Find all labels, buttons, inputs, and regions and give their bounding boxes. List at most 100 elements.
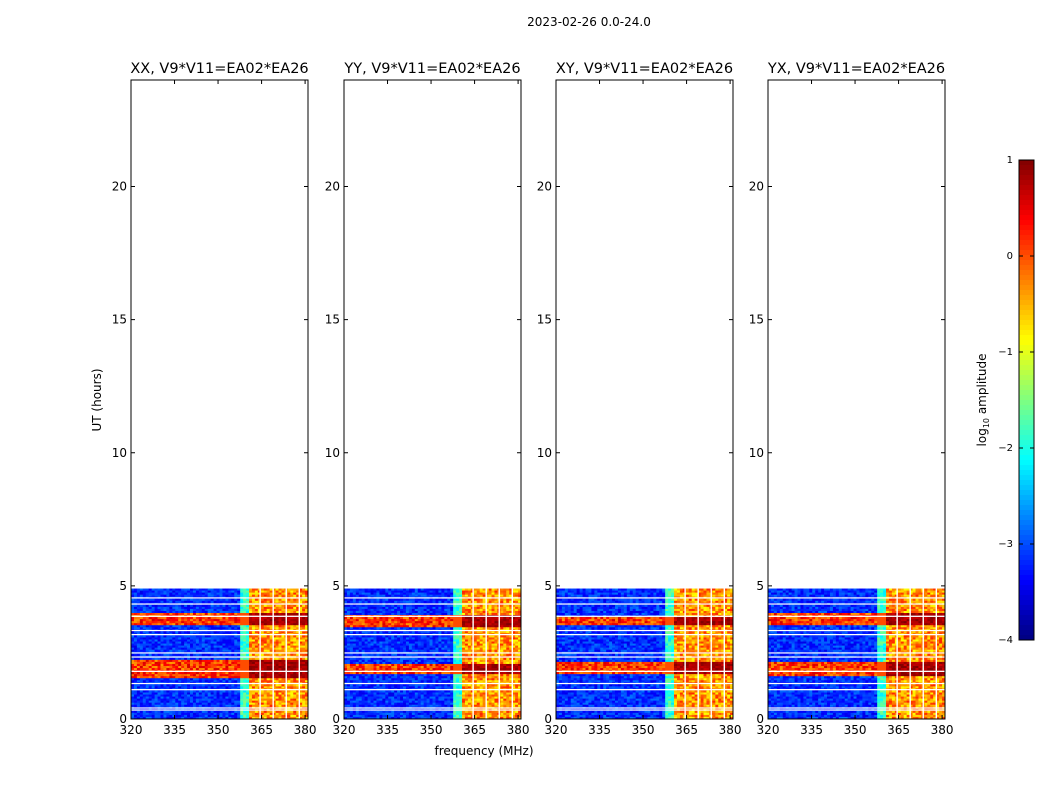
heatmap-cell — [237, 590, 241, 594]
heatmap-cell — [145, 639, 150, 642]
heatmap-cell — [240, 674, 244, 677]
heatmap-cell — [187, 647, 191, 651]
heatmap-cell — [225, 590, 229, 594]
heatmap-cell — [178, 657, 182, 661]
heatmap-cell — [237, 653, 241, 657]
heatmap-cell — [172, 635, 176, 638]
heatmap-cell — [136, 674, 141, 677]
heatmap-cell — [131, 647, 135, 651]
y-tick-label: 5 — [119, 579, 127, 593]
heatmap-cell — [184, 594, 188, 598]
heatmap-cell — [187, 672, 191, 675]
heatmap-cell — [172, 594, 176, 598]
heatmap-cell — [287, 659, 291, 663]
heatmap-cell — [136, 659, 141, 663]
heatmap-cell — [151, 661, 155, 665]
heatmap-cell — [187, 663, 191, 667]
heatmap-cell — [302, 639, 306, 642]
heatmap-cell — [272, 653, 276, 657]
heatmap-cell — [302, 657, 306, 661]
heatmap-cell — [198, 676, 203, 679]
heatmap-cell — [163, 637, 167, 640]
heatmap-cell — [249, 653, 253, 657]
heatmap-cell — [231, 680, 235, 683]
heatmap-cell — [278, 606, 282, 610]
heatmap-cell — [172, 680, 176, 683]
heatmap-cell — [251, 594, 256, 598]
heatmap-cell — [145, 635, 150, 638]
heatmap-cell — [249, 635, 253, 638]
heatmap-cell — [222, 643, 226, 647]
heatmap-cell — [260, 600, 265, 604]
heatmap-cell — [254, 668, 259, 671]
heatmap-cell — [287, 674, 291, 677]
heatmap-cell — [157, 657, 161, 661]
heatmap-cell — [133, 621, 138, 624]
heatmap-cell — [299, 610, 303, 614]
heatmap-cell — [172, 657, 176, 661]
heatmap-cell — [213, 639, 217, 642]
heatmap-cell — [136, 657, 141, 661]
heatmap-cell — [302, 594, 306, 598]
heatmap-cell — [305, 643, 309, 647]
heatmap-cell — [151, 604, 155, 608]
heatmap-cell — [195, 594, 200, 598]
heatmap-cell — [142, 639, 147, 642]
heatmap-cell — [299, 647, 303, 651]
heatmap-cell — [207, 610, 212, 614]
heatmap-cell — [187, 590, 191, 594]
heatmap-cell — [249, 617, 253, 620]
heatmap-cell — [151, 637, 155, 640]
heatmap-cell — [272, 645, 276, 649]
heatmap-cell — [263, 661, 268, 665]
heatmap-cell — [192, 619, 197, 622]
heatmap-cell — [266, 623, 271, 626]
heatmap-cell — [136, 639, 141, 642]
heatmap-cell — [254, 594, 259, 598]
heatmap-cell — [249, 588, 253, 591]
heatmap-cell — [148, 661, 153, 665]
heatmap-cell — [154, 661, 158, 665]
heatmap-cell — [201, 606, 206, 610]
heatmap-cell — [225, 641, 229, 644]
heatmap-cell — [175, 590, 179, 594]
heatmap-cell — [187, 639, 191, 642]
heatmap-cell — [251, 608, 256, 612]
heatmap-cell — [216, 661, 220, 665]
heatmap-cell — [210, 674, 214, 677]
heatmap-cell — [207, 674, 212, 677]
heatmap-cell — [178, 617, 182, 620]
heatmap-cell — [228, 600, 232, 604]
x-tick-label: 350 — [207, 723, 230, 737]
heatmap-cell — [251, 643, 256, 647]
heatmap-cell — [225, 668, 229, 671]
heatmap-cell — [210, 631, 214, 634]
heatmap-cell — [166, 635, 170, 638]
heatmap-cell — [296, 594, 300, 598]
heatmap-cell — [281, 649, 285, 653]
heatmap-cell — [296, 678, 300, 681]
heatmap-cell — [166, 617, 170, 620]
heatmap-cell — [225, 598, 229, 602]
heatmap-cell — [249, 594, 253, 598]
heatmap-cell — [133, 661, 138, 665]
heatmap-cell — [198, 594, 203, 598]
heatmap-cell — [296, 623, 300, 626]
heatmap-cell — [210, 645, 214, 649]
heatmap-cell — [278, 621, 282, 624]
heatmap-cell — [151, 643, 155, 647]
heatmap-cell — [190, 643, 194, 647]
heatmap-cell — [281, 592, 285, 596]
heatmap-cell — [222, 604, 226, 608]
heatmap-cell — [181, 600, 185, 604]
heatmap-cell — [290, 590, 294, 594]
heatmap-cell — [231, 668, 235, 671]
heatmap-cell — [192, 598, 197, 602]
heatmap-cell — [198, 623, 203, 626]
heatmap-cell — [184, 678, 188, 681]
heatmap-cell — [172, 647, 176, 651]
heatmap-cell — [246, 641, 250, 644]
heatmap-cell — [254, 625, 259, 628]
heatmap-cell — [266, 594, 271, 598]
